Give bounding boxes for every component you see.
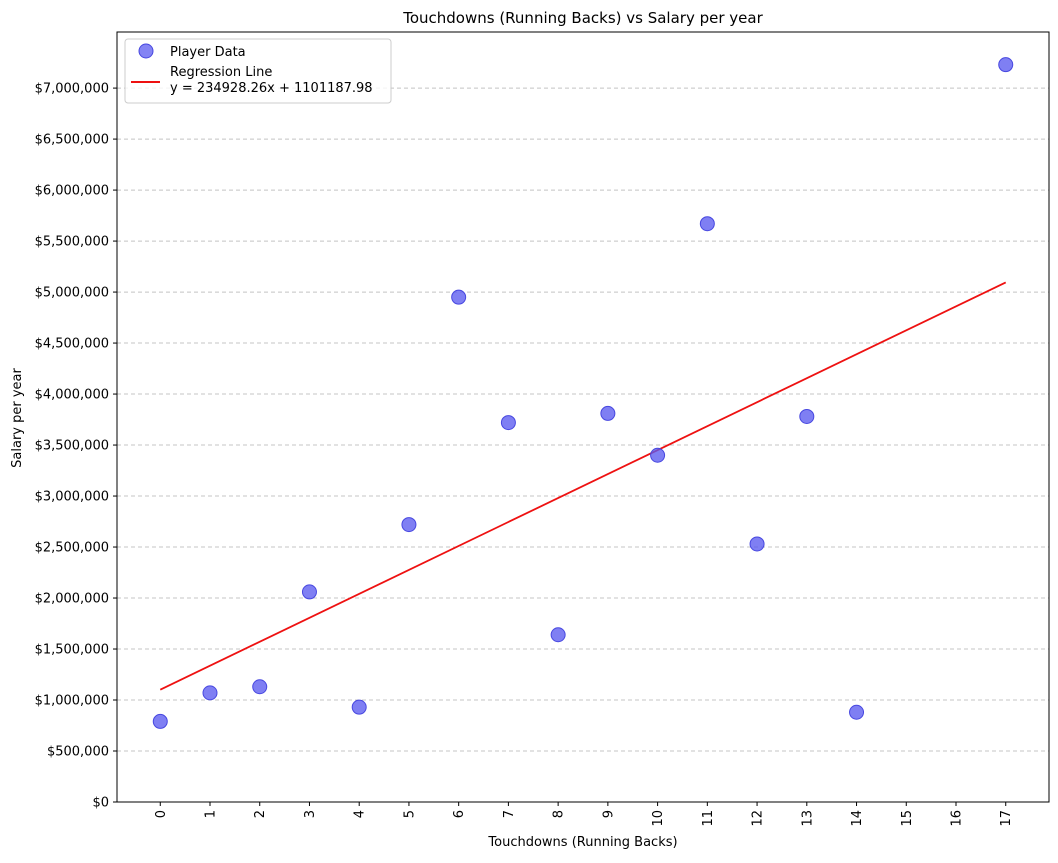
y-tick-label: $3,000,000 — [35, 490, 109, 505]
y-tick-label: $6,000,000 — [35, 184, 109, 199]
x-tick-label: 9 — [601, 810, 616, 818]
data-point — [699, 216, 715, 232]
y-tick-label: $1,000,000 — [35, 694, 109, 709]
x-tick-label: 14 — [850, 810, 865, 827]
y-tick-label: $3,500,000 — [35, 439, 109, 454]
x-tick-label: 17 — [999, 810, 1014, 827]
y-tick-label: $500,000 — [47, 745, 109, 760]
y-tick-label: $1,500,000 — [35, 643, 109, 658]
x-tick-label: 10 — [651, 810, 666, 827]
data-point — [650, 447, 666, 463]
data-point — [301, 584, 317, 600]
points-layer — [152, 57, 1014, 729]
x-tick-label: 4 — [353, 810, 368, 818]
regression-line — [159, 281, 1007, 691]
data-point — [152, 713, 168, 729]
data-point — [600, 405, 616, 421]
data-point — [401, 517, 417, 533]
legend-player-data-marker — [138, 43, 154, 59]
x-tick-label: 2 — [253, 810, 268, 818]
y-tick-label: $6,500,000 — [35, 133, 109, 148]
y-tick-label: $4,000,000 — [35, 388, 109, 403]
legend-regression-label: Regression Line — [170, 65, 272, 80]
y-tick-label: $4,500,000 — [35, 337, 109, 352]
x-tick-label: 0 — [154, 810, 169, 818]
data-point — [799, 408, 815, 424]
y-tick-label: $2,500,000 — [35, 541, 109, 556]
data-point — [351, 699, 367, 715]
y-tick-label: $2,000,000 — [35, 592, 109, 607]
data-point — [252, 679, 268, 695]
chart-title: Touchdowns (Running Backs) vs Salary per… — [402, 9, 763, 27]
y-axis: $0 $500,000 $1,000,000 $1,500,000 $2,000,000… — [35, 82, 117, 811]
regression-layer — [159, 281, 1007, 691]
x-tick-label: 1 — [204, 810, 219, 818]
data-point — [998, 57, 1014, 73]
x-tick-label: 16 — [949, 810, 964, 827]
data-point — [550, 627, 566, 643]
x-tick-label: 7 — [502, 810, 517, 818]
legend-player-data-label: Player Data — [170, 45, 246, 60]
x-tick-label: 3 — [303, 810, 318, 818]
y-tick-label: $5,000,000 — [35, 286, 109, 301]
x-tick-label: 5 — [402, 810, 417, 818]
data-point — [849, 704, 865, 720]
y-tick-label: $7,000,000 — [35, 82, 109, 97]
plot-frame — [116, 31, 1050, 803]
data-point — [500, 415, 516, 431]
x-tick-label: 8 — [552, 810, 567, 818]
y-tick-label: $5,500,000 — [35, 235, 109, 250]
x-tick-label: 12 — [751, 810, 766, 827]
data-point — [202, 685, 218, 701]
x-tick-label: 11 — [701, 810, 716, 827]
x-tick-label: 15 — [900, 810, 915, 827]
legend: Player Data Regression Line y = 234928.2… — [124, 38, 392, 104]
legend-regression-equation: y = 234928.26x + 1101187.98 — [170, 81, 373, 96]
x-axis: 0 1 2 3 4 5 6 7 8 9 10 11 12 13 14 15 16 17 — [154, 802, 1014, 827]
data-point — [451, 289, 467, 305]
grid-layer — [117, 87, 1049, 803]
x-tick-label: 13 — [800, 810, 815, 827]
x-tick-label: 6 — [452, 810, 467, 818]
y-axis-label: Salary per year — [10, 368, 25, 468]
legend-box — [124, 38, 392, 104]
x-axis-label: Touchdowns (Running Backs) — [487, 835, 677, 850]
y-tick-label: $0 — [92, 796, 109, 811]
data-point — [749, 536, 765, 552]
